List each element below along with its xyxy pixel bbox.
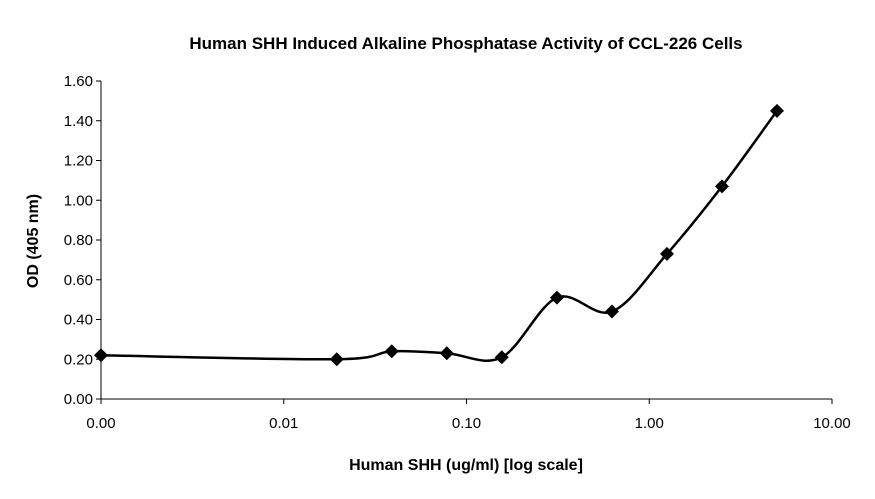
data-point-marker <box>604 304 619 319</box>
y-tick-label: 0.00 <box>64 391 93 408</box>
data-point-marker <box>769 103 784 118</box>
series-line <box>100 110 779 362</box>
x-tick-label: 10.00 <box>813 415 851 432</box>
data-point-marker <box>384 344 399 359</box>
data-point-marker <box>494 350 509 365</box>
y-tick-label: 0.60 <box>64 272 93 289</box>
y-tick-label: 1.40 <box>64 113 93 130</box>
chart-title: Human SHH Induced Alkaline Phosphatase A… <box>189 34 742 53</box>
y-axis-title: OD (405 nm) <box>25 194 42 288</box>
x-tick-label: 0.01 <box>269 415 298 432</box>
data-point-marker <box>439 346 454 361</box>
y-tick-label: 0.40 <box>64 312 93 329</box>
series <box>94 103 784 367</box>
data-point-marker <box>329 352 344 367</box>
data-point-marker <box>94 348 108 363</box>
data-point-marker <box>659 246 674 261</box>
x-tick-label: 0.00 <box>86 415 115 432</box>
y-tick-label: 1.60 <box>64 73 93 90</box>
y-tick-label: 1.00 <box>64 192 93 209</box>
data-point-marker <box>714 179 729 194</box>
x-axis-title: Human SHH (ug/ml) [log scale] <box>349 457 583 474</box>
y-tick-label: 0.20 <box>64 351 93 368</box>
x-tick-label: 1.00 <box>635 415 664 432</box>
y-tick-label: 1.20 <box>64 153 93 170</box>
data-point-marker <box>549 290 564 305</box>
axes: 0.00 0.20 0.40 0.60 0.80 1.00 1.20 1.40 1.60 0.00… <box>64 73 851 432</box>
y-tick-label: 0.80 <box>64 232 93 249</box>
x-tick-label: 0.10 <box>452 415 481 432</box>
